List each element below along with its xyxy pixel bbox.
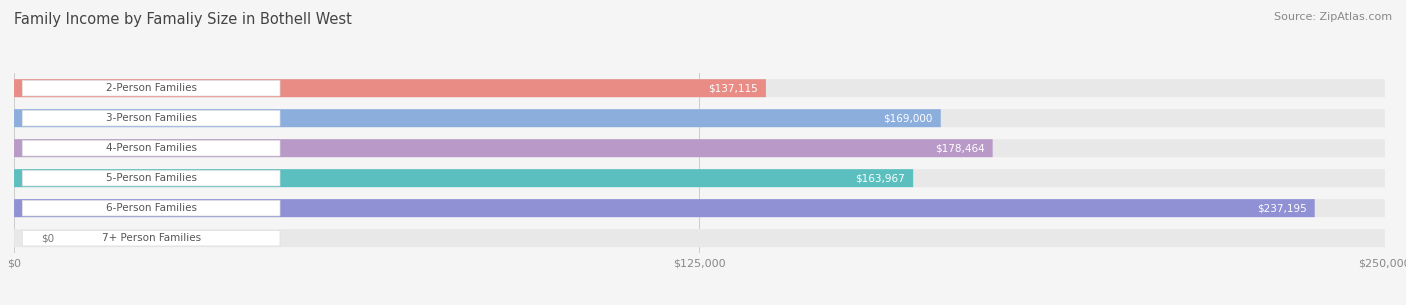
FancyBboxPatch shape <box>14 169 1385 187</box>
FancyBboxPatch shape <box>22 110 280 126</box>
FancyBboxPatch shape <box>22 200 280 216</box>
FancyBboxPatch shape <box>14 79 1385 97</box>
Text: $237,195: $237,195 <box>1257 203 1306 213</box>
FancyBboxPatch shape <box>14 109 1385 127</box>
FancyBboxPatch shape <box>14 139 1385 157</box>
Text: $178,464: $178,464 <box>935 143 984 153</box>
Text: $0: $0 <box>42 233 55 243</box>
Text: Family Income by Famaliy Size in Bothell West: Family Income by Famaliy Size in Bothell… <box>14 12 352 27</box>
Text: 6-Person Families: 6-Person Families <box>105 203 197 213</box>
FancyBboxPatch shape <box>14 199 1315 217</box>
FancyBboxPatch shape <box>14 109 941 127</box>
Text: 2-Person Families: 2-Person Families <box>105 83 197 93</box>
Text: Source: ZipAtlas.com: Source: ZipAtlas.com <box>1274 12 1392 22</box>
FancyBboxPatch shape <box>22 230 280 246</box>
Text: 7+ Person Families: 7+ Person Families <box>101 233 201 243</box>
FancyBboxPatch shape <box>14 79 766 97</box>
Text: $169,000: $169,000 <box>883 113 932 123</box>
Text: 5-Person Families: 5-Person Families <box>105 173 197 183</box>
FancyBboxPatch shape <box>14 199 1385 217</box>
FancyBboxPatch shape <box>14 169 912 187</box>
FancyBboxPatch shape <box>14 229 1385 247</box>
FancyBboxPatch shape <box>22 170 280 186</box>
Text: $163,967: $163,967 <box>855 173 905 183</box>
Text: $137,115: $137,115 <box>709 83 758 93</box>
FancyBboxPatch shape <box>22 81 280 96</box>
FancyBboxPatch shape <box>22 140 280 156</box>
Text: 4-Person Families: 4-Person Families <box>105 143 197 153</box>
FancyBboxPatch shape <box>14 139 993 157</box>
Text: 3-Person Families: 3-Person Families <box>105 113 197 123</box>
